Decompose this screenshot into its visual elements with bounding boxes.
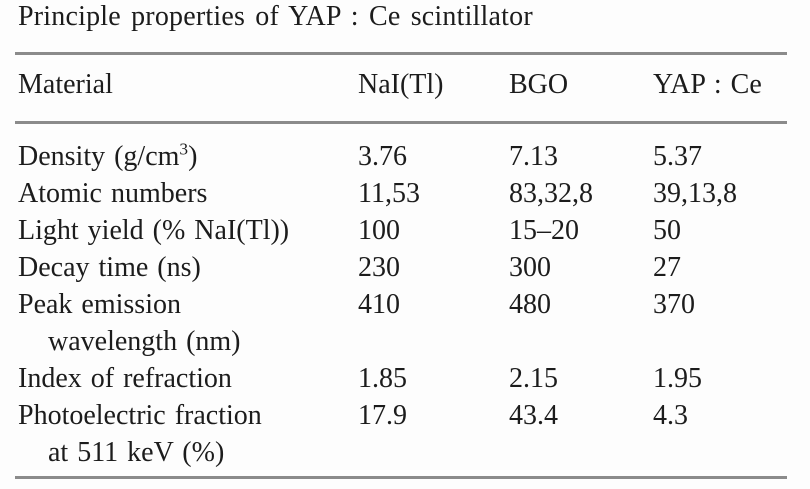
value-nai-tl: 17.9 [358,400,407,431]
table-header-row: Material NaI(Tl) BGO YAP : Ce [0,68,810,102]
value-yap-ce: 370 [653,289,695,320]
row-label-line1: Photoelectric fraction [18,400,262,431]
value-nai-tl: 11,53 [358,178,420,209]
column-header-bgo: BGO [509,69,569,100]
row-label: Atomic numbers [18,178,208,209]
row-label-text: ) [188,141,198,172]
table-row-peak-emission: Peak emission wavelength (nm) 410 480 37… [0,286,810,360]
value-nai-tl: 100 [358,215,400,246]
value-yap-ce: 1.95 [653,363,702,394]
value-bgo: 2.15 [509,363,558,394]
table-row-density: Density (g/cm3) 3.76 7.13 5.37 [0,138,810,175]
row-label-text: Density (g/cm [18,141,180,172]
value-bgo: 480 [509,289,551,320]
row-label-line2: wavelength (nm) [48,326,241,357]
value-yap-ce: 4.3 [653,400,688,431]
row-label: Photoelectric fraction at 511 keV (%) [18,397,358,471]
value-yap-ce: 39,13,8 [653,178,737,209]
column-header-yap-ce: YAP : Ce [653,69,762,100]
table-title: Principle properties of YAP : Ce scintil… [18,1,533,32]
value-yap-ce: 27 [653,252,681,283]
value-nai-tl: 3.76 [358,141,407,172]
row-label: Peak emission wavelength (nm) [18,286,358,360]
table-body: Density (g/cm3) 3.76 7.13 5.37 Atomic nu… [0,138,810,471]
row-label: Light yield (% NaI(Tl)) [18,215,290,246]
value-bgo: 300 [509,252,551,283]
header-rule [15,121,787,124]
table-row-light-yield: Light yield (% NaI(Tl)) 100 15–20 50 [0,212,810,249]
row-label-line2: at 511 keV (%) [48,437,225,468]
value-yap-ce: 5.37 [653,141,702,172]
bottom-rule [15,476,787,479]
value-nai-tl: 1.85 [358,363,407,394]
value-bgo: 15–20 [509,215,579,246]
value-nai-tl: 230 [358,252,400,283]
top-rule [15,52,787,55]
value-yap-ce: 50 [653,215,681,246]
table-row-decay-time: Decay time (ns) 230 300 27 [0,249,810,286]
column-header-material: Material [18,69,113,100]
table-row-index-of-refraction: Index of refraction 1.85 2.15 1.95 [0,360,810,397]
value-bgo: 7.13 [509,141,558,172]
column-header-nai-tl: NaI(Tl) [358,69,444,100]
row-label: Decay time (ns) [18,252,201,283]
row-label: Density (g/cm3) [18,138,358,175]
table-row-photoelectric-fraction: Photoelectric fraction at 511 keV (%) 17… [0,397,810,471]
table-row-atomic-numbers: Atomic numbers 11,53 83,32,8 39,13,8 [0,175,810,212]
row-label-line1: Peak emission [18,289,181,320]
superscript: 3 [179,139,189,159]
value-nai-tl: 410 [358,289,400,320]
row-label: Index of refraction [18,363,232,394]
value-bgo: 83,32,8 [509,178,593,209]
value-bgo: 43.4 [509,400,558,431]
